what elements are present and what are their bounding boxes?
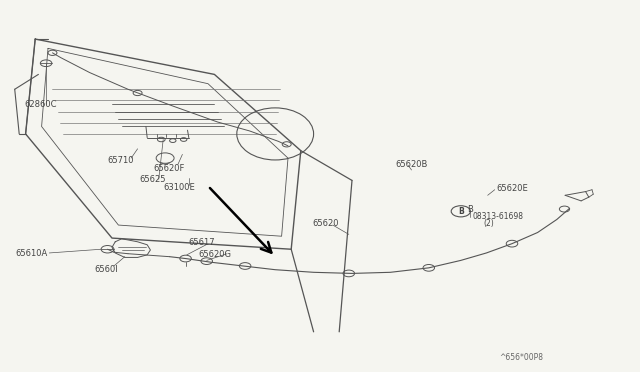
Text: 63100E: 63100E xyxy=(163,183,195,192)
Text: 08313-61698: 08313-61698 xyxy=(472,212,524,221)
Text: ^656*00P8: ^656*00P8 xyxy=(499,353,543,362)
Text: 65620E: 65620E xyxy=(496,185,528,193)
Text: 62860C: 62860C xyxy=(24,100,57,109)
Text: 65620: 65620 xyxy=(312,219,339,228)
Text: 65625: 65625 xyxy=(140,175,166,184)
Text: B: B xyxy=(467,205,474,214)
Text: 65620G: 65620G xyxy=(198,250,232,259)
Text: 65610A: 65610A xyxy=(16,249,48,258)
Text: 65620B: 65620B xyxy=(396,160,428,169)
Text: B: B xyxy=(458,207,463,216)
Text: (2): (2) xyxy=(483,219,494,228)
Text: 65617: 65617 xyxy=(189,238,216,247)
Text: 65710: 65710 xyxy=(108,156,134,165)
Text: 65620F: 65620F xyxy=(154,164,185,173)
Text: 6560l: 6560l xyxy=(95,265,118,274)
